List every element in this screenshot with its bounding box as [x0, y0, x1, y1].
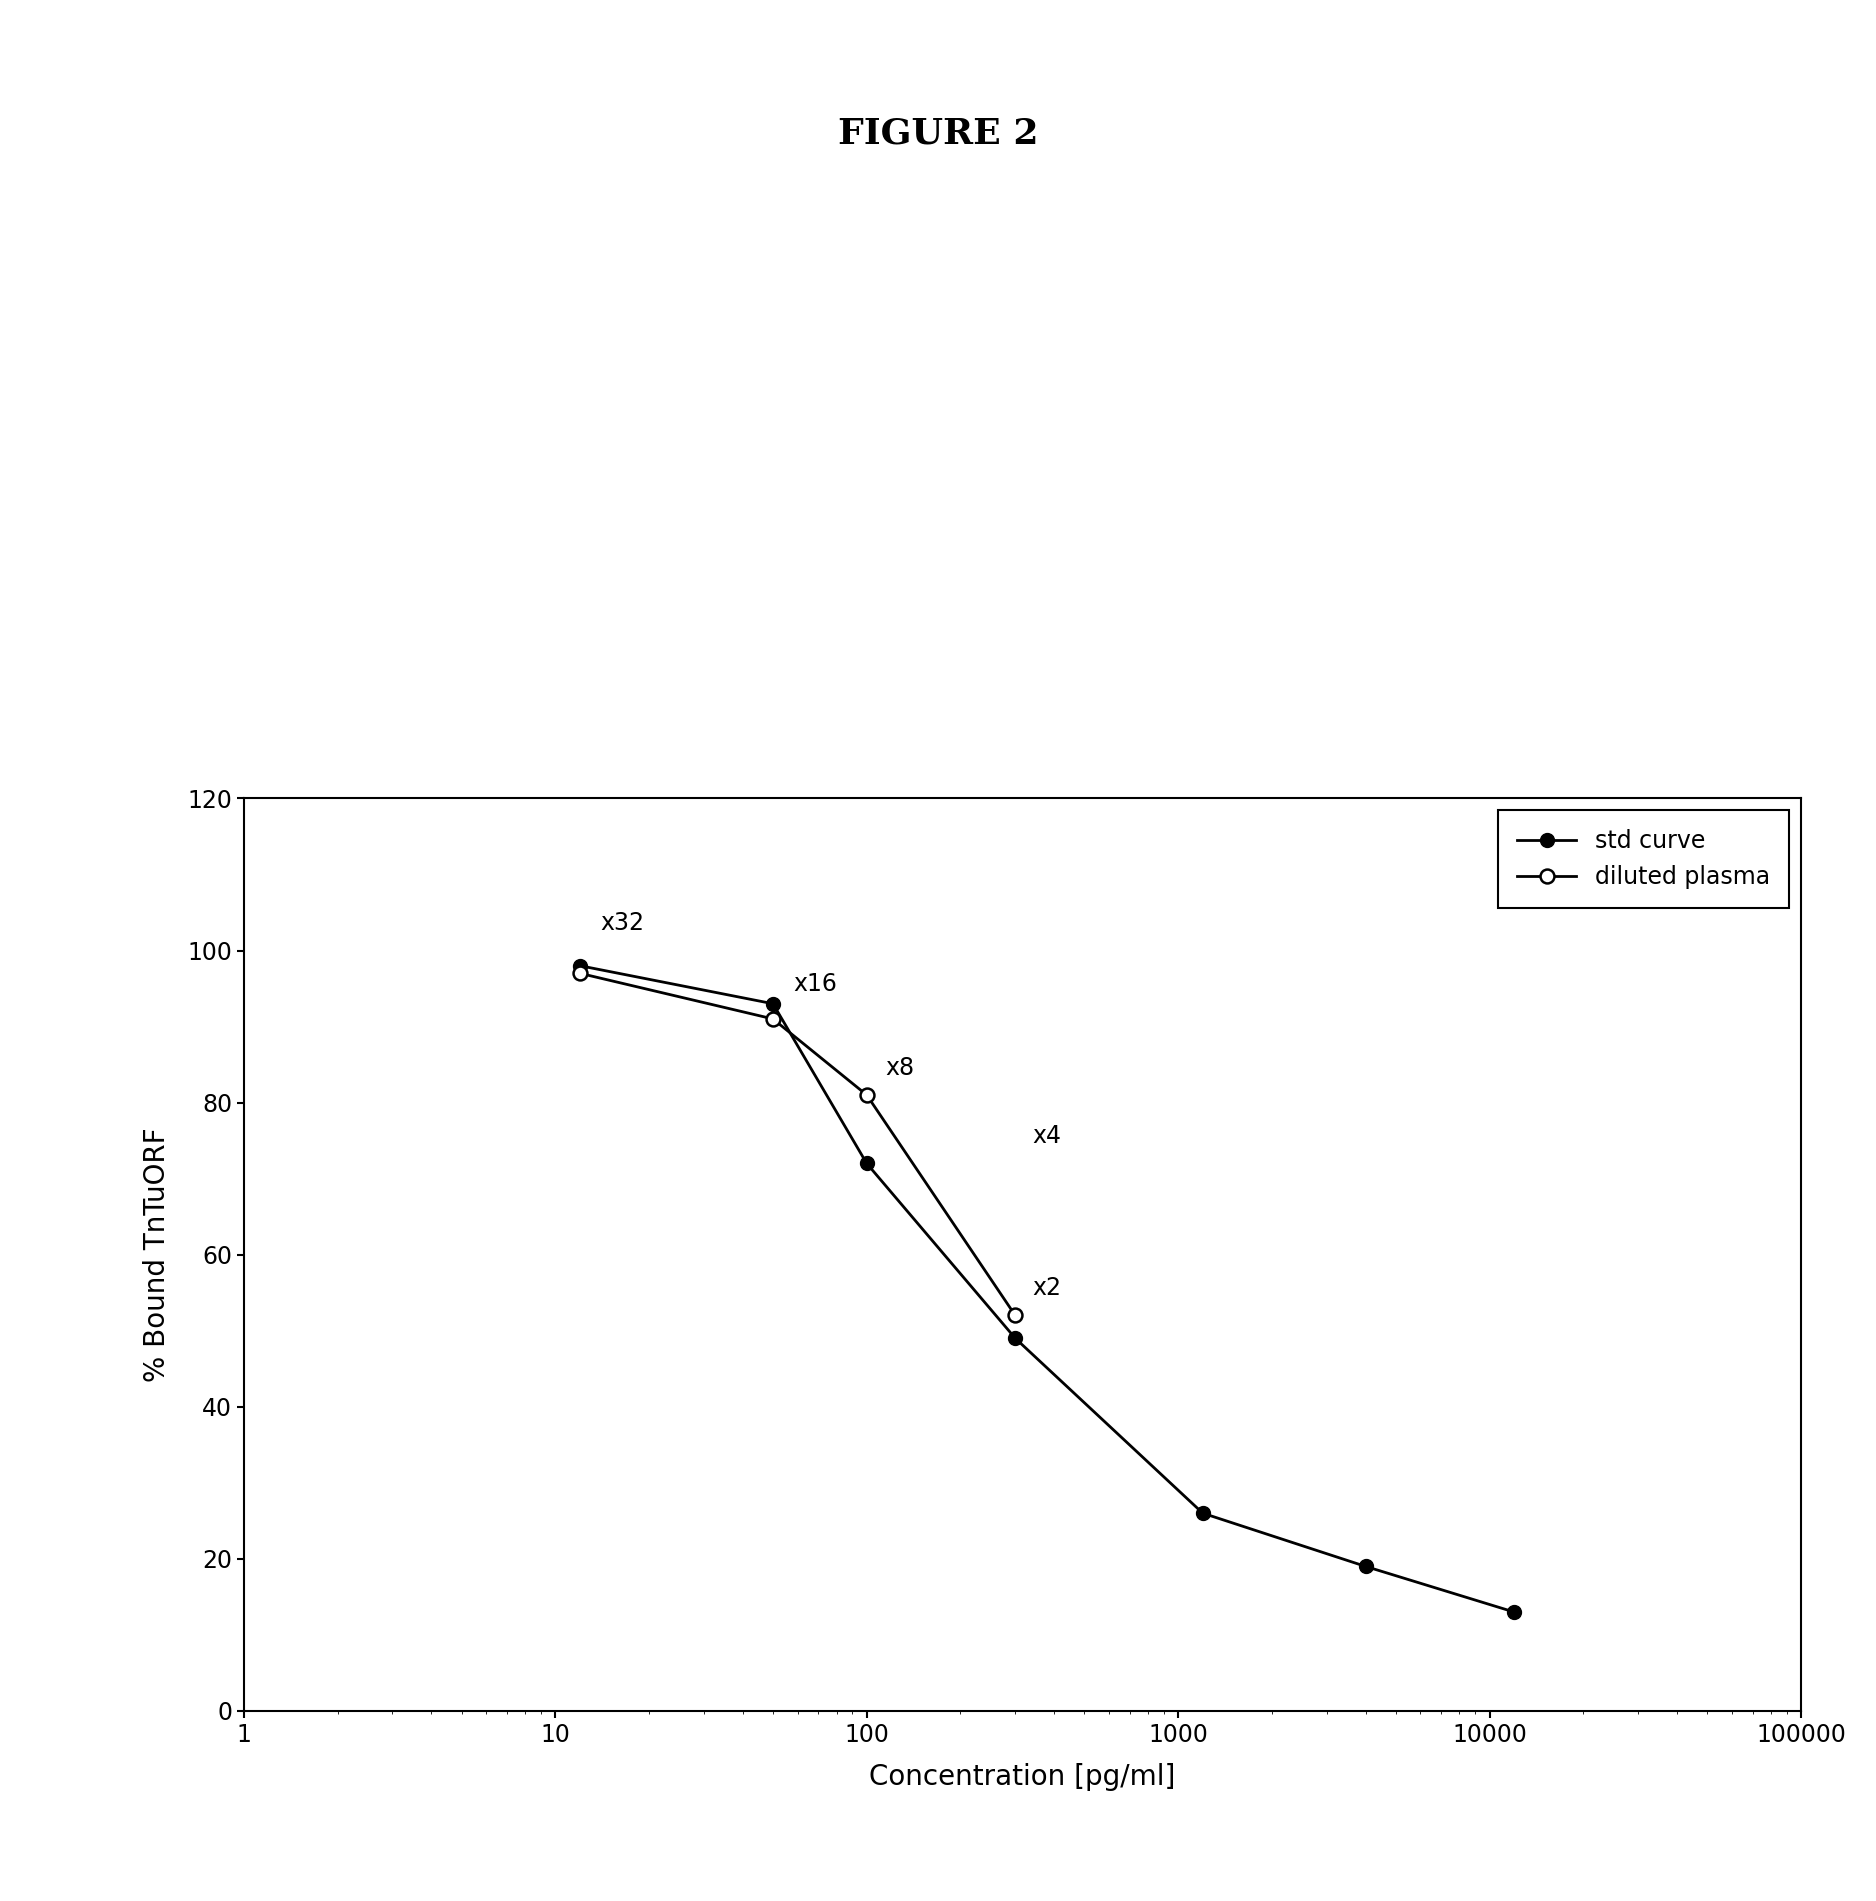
Text: x4: x4 [1032, 1123, 1062, 1148]
std curve [762, 992, 784, 1015]
diluted plasma [762, 1008, 784, 1030]
Text: x2: x2 [1032, 1276, 1062, 1300]
Text: x32: x32 [600, 911, 645, 935]
std curve [1354, 1555, 1377, 1578]
std curve [1503, 1601, 1525, 1623]
Text: x8: x8 [885, 1055, 915, 1080]
Legend: std curve, diluted plasma: std curve, diluted plasma [1499, 810, 1790, 909]
std curve [1004, 1327, 1026, 1350]
diluted plasma [568, 962, 591, 985]
std curve [855, 1152, 878, 1175]
Y-axis label: % Bound TnTuORF: % Bound TnTuORF [143, 1127, 171, 1382]
X-axis label: Concentration [pg/ml]: Concentration [pg/ml] [869, 1764, 1176, 1791]
diluted plasma [1004, 1304, 1026, 1327]
Line: diluted plasma: diluted plasma [572, 966, 1022, 1323]
Text: x16: x16 [794, 971, 837, 996]
Text: FIGURE 2: FIGURE 2 [839, 116, 1037, 150]
diluted plasma [855, 1084, 878, 1106]
std curve [1191, 1502, 1214, 1525]
std curve [568, 954, 591, 977]
Line: std curve: std curve [572, 958, 1521, 1620]
